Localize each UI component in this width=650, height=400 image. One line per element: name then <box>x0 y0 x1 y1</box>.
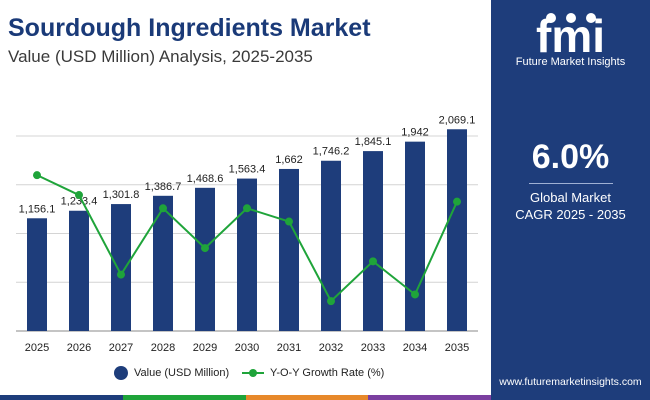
bar-2026 <box>69 210 89 331</box>
logo-dot <box>586 13 596 23</box>
bar-2031 <box>279 168 299 331</box>
x-tick-label: 2028 <box>151 342 175 354</box>
legend-swatch-line <box>242 366 264 380</box>
bottom-bar-segment <box>368 395 491 400</box>
bar-value-label: 1,746.2 <box>313 146 350 158</box>
chart-legend: Value (USD Million) Y-O-Y Growth Rate (%… <box>0 366 491 388</box>
bar-value-label: 1,468.6 <box>187 173 224 185</box>
summary-panel: fmi Future Market Insights 6.0% Global M… <box>491 0 650 400</box>
x-tick-label: 2027 <box>109 342 133 354</box>
x-tick-label: 2026 <box>67 342 91 354</box>
chart-title: Sourdough Ingredients Market <box>8 14 371 42</box>
bar-value-label: 1,845.1 <box>355 136 392 148</box>
cagr-label: Global Market CAGR 2025 - 2035 <box>491 189 650 223</box>
legend-label-value: Value (USD Million) <box>134 367 230 379</box>
growth-rate-point <box>369 257 377 266</box>
x-tick-label: 2032 <box>319 342 343 354</box>
cagr-value: 6.0% <box>531 138 610 176</box>
bar-2030 <box>237 178 257 331</box>
bar-2029 <box>195 187 215 331</box>
bottom-bar-segment <box>122 395 246 400</box>
bar-value-label: 1,942 <box>401 127 429 139</box>
bar-value-label: 1,563.4 <box>229 164 266 176</box>
growth-rate-point <box>327 297 335 306</box>
chart-subtitle: Value (USD Million) Analysis, 2025-2035 <box>8 47 313 66</box>
bottom-bar-segment <box>245 395 369 400</box>
bottom-bar-segment <box>0 395 123 400</box>
bar-value-label: 1,386.7 <box>145 181 182 193</box>
growth-rate-point <box>411 290 419 299</box>
bottom-color-bar <box>0 395 491 400</box>
bar-value-label: 2,069.1 <box>439 114 476 126</box>
x-tick-label: 2029 <box>193 342 217 354</box>
growth-rate-point <box>201 244 209 253</box>
bar-value-label: 1,301.8 <box>103 189 140 201</box>
x-tick-label: 2025 <box>25 342 49 354</box>
growth-rate-point <box>33 171 41 180</box>
legend-swatch-bar <box>114 366 128 380</box>
bar-value-label: 1,233.4 <box>61 196 98 208</box>
logo-dot <box>546 13 556 23</box>
bar-value-label: 1,662 <box>275 154 303 166</box>
bar-2028 <box>153 195 173 331</box>
bar-2027 <box>111 204 131 331</box>
website-link[interactable]: www.futuremarketinsights.com <box>499 376 642 388</box>
growth-rate-point <box>285 217 293 226</box>
fmi-logo: fmi <box>536 10 605 62</box>
legend-item-growth: Y-O-Y Growth Rate (%) <box>242 366 384 380</box>
growth-rate-point <box>75 191 83 200</box>
growth-rate-point <box>159 204 167 213</box>
bar-line-chart: 1,156.1 1,233.4 1,301.8 1,386.7 1,468.6 1,563… <box>16 114 478 354</box>
cagr-label-line2: CAGR 2025 - 2035 <box>515 207 626 222</box>
x-tick-label: 2033 <box>361 342 385 354</box>
bar-2032 <box>321 160 341 331</box>
bar-2033 <box>363 151 383 331</box>
growth-rate-point <box>243 204 251 213</box>
legend-item-value: Value (USD Million) <box>114 366 229 380</box>
bar-value-label: 1,156.1 <box>19 203 56 215</box>
brand-name: Future Market Insights <box>515 56 626 68</box>
growth-rate-point <box>453 197 461 206</box>
x-tick-label: 2031 <box>277 342 301 354</box>
x-tick-label: 2035 <box>445 342 469 354</box>
bar-2025 <box>27 218 47 331</box>
bar-2034 <box>405 141 425 331</box>
cagr-divider <box>529 183 613 184</box>
growth-rate-point <box>117 270 125 279</box>
x-tick-label: 2030 <box>235 342 259 354</box>
logo-dot <box>566 13 576 23</box>
x-tick-label: 2034 <box>403 342 427 354</box>
cagr-label-line1: Global Market <box>530 190 611 205</box>
bar-2035 <box>447 129 467 331</box>
legend-label-growth: Y-O-Y Growth Rate (%) <box>270 367 385 379</box>
